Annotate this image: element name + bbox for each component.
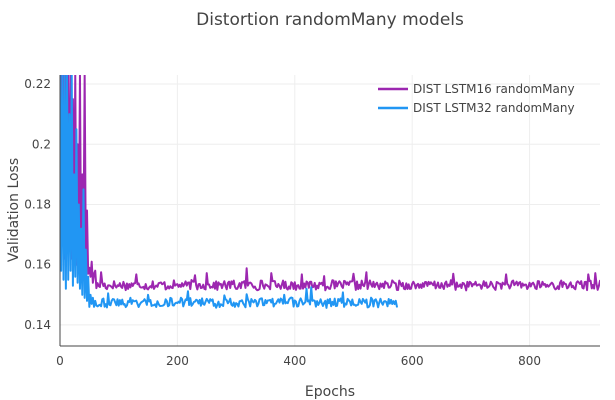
y-axis-title: Validation Loss [6, 158, 22, 262]
x-tick-label: 0 [56, 354, 64, 368]
legend-label-lstm32: DIST LSTM32 randomMany [413, 101, 575, 115]
x-tick-label: 600 [401, 354, 424, 368]
y-tick-label: 0.22 [24, 77, 51, 91]
series-lines [60, 75, 600, 309]
y-tick-label: 0.14 [24, 318, 51, 332]
legend-label-lstm16: DIST LSTM16 randomMany [413, 82, 575, 96]
series-lstm32-line [60, 75, 398, 309]
x-tick-label: 200 [166, 354, 189, 368]
y-tick-label: 0.18 [24, 197, 51, 211]
series-lstm16-line [60, 75, 600, 292]
legend: DIST LSTM16 randomMany DIST LSTM32 rando… [378, 82, 575, 115]
x-tick-label: 400 [283, 354, 306, 368]
y-tick-label: 0.16 [24, 258, 51, 272]
grid [60, 75, 600, 346]
y-tick-label: 0.2 [32, 137, 51, 151]
axis-lines [59, 75, 600, 347]
chart-title: Distortion randomMany models [196, 10, 464, 30]
axis-ticks: 0 200 400 600 800 0.14 0.16 0.18 0.2 0.22 [24, 77, 541, 368]
x-axis-title: Epochs [305, 384, 355, 400]
x-tick-label: 800 [518, 354, 541, 368]
